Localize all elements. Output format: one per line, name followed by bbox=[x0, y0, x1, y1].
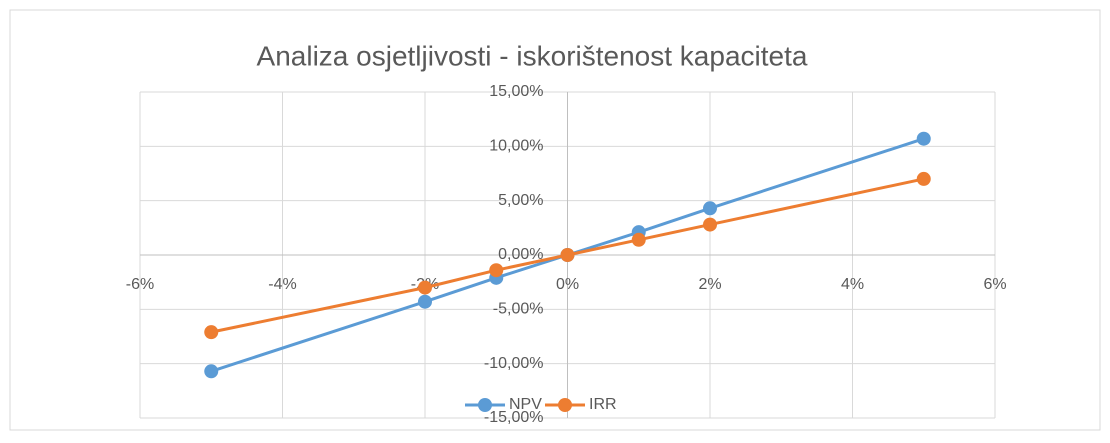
point bbox=[703, 217, 717, 232]
y-tick-label: 5,00% bbox=[498, 192, 543, 209]
y-tick-label: -5,00% bbox=[493, 301, 544, 318]
x-tick-label: -6% bbox=[126, 276, 154, 293]
y-tick-label: -15,00% bbox=[484, 409, 544, 426]
x-tick-label: 0% bbox=[556, 276, 579, 293]
point bbox=[916, 171, 931, 186]
legend-label: NPV bbox=[509, 396, 542, 413]
x-tick-label: 6% bbox=[983, 276, 1006, 293]
y-tick-label: 10,00% bbox=[489, 138, 543, 155]
point bbox=[204, 364, 219, 379]
x-tick-label: 4% bbox=[841, 276, 864, 293]
y-tick-label: 15,00% bbox=[489, 83, 543, 100]
point bbox=[560, 248, 575, 262]
point bbox=[703, 201, 717, 216]
chart-border bbox=[9, 9, 1101, 431]
legend-marker bbox=[478, 398, 492, 412]
point bbox=[204, 325, 219, 340]
legend-label: IRR bbox=[589, 396, 617, 413]
y-tick-label: -10,00% bbox=[484, 355, 544, 372]
y-tick-label: 0,00% bbox=[498, 246, 543, 263]
x-tick-label: 2% bbox=[698, 276, 721, 293]
point bbox=[916, 131, 931, 146]
chart-title: Analiza osjetljivosti - iskorištenost ka… bbox=[257, 40, 808, 71]
point bbox=[418, 294, 432, 309]
legend-marker bbox=[558, 398, 572, 412]
point bbox=[418, 280, 432, 295]
point bbox=[631, 232, 646, 247]
x-tick-label: -4% bbox=[268, 276, 296, 293]
point bbox=[489, 263, 504, 278]
